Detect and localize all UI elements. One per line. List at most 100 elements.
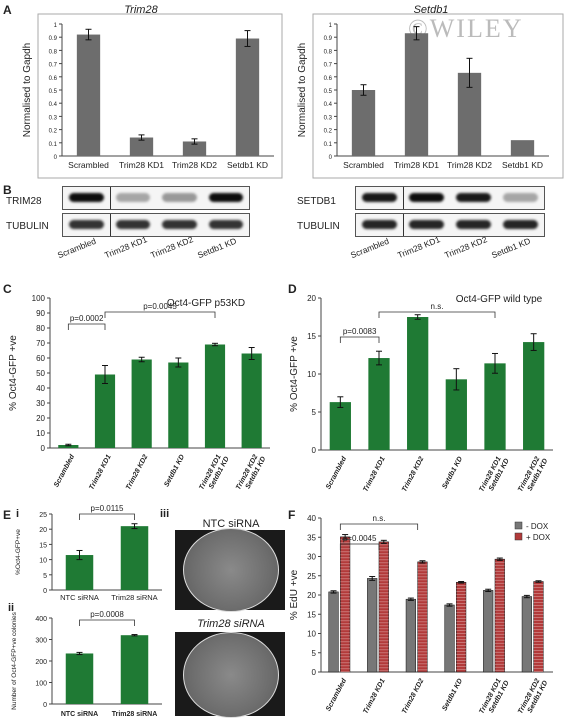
blot-band [409,220,444,229]
bar [235,38,260,156]
y-tick-label: 0 [43,588,47,595]
y-tick-label: 5 [312,649,317,658]
x-tick-label: Scrambled [343,160,384,170]
x-tick-label: Scrambled [53,453,76,489]
y-tick-label: 0.7 [324,63,333,69]
bar [378,541,389,673]
y-tick-label: 30 [36,399,45,408]
y-tick-label: 10 [39,558,47,565]
panel-label-a: A [3,3,12,17]
blot-lane-label: Scrambled [56,235,98,261]
y-tick-label: 5 [312,408,317,417]
y-tick-label: 0 [329,155,333,161]
chart-e-ii-colonies: 0 100 200 300 400 Number of Oct4-GFP+ve colon… [11,610,162,718]
blot-lane-separator [403,214,404,236]
blot-band [362,193,397,202]
bar [445,379,467,450]
bar [120,526,149,590]
panel-label-b: B [3,183,12,197]
chart-setdb1-expression: 0 0.1 0.2 0.3 0.4 0.5 0.6 0.7 0.8 0.9 1 Normalised … [297,4,564,179]
bar [120,635,149,704]
y-axis-label: Number of Oct4-GFP+ve colonies [11,611,18,709]
x-tick-label: Trim28 KD2 [401,456,425,494]
chart-oct4-gfp-p53kd: 0 10 20 30 40 50 60 70 80 90 100 % Oct4-GFP +ve Oct4… [8,294,270,491]
bar [241,353,262,448]
y-tick-label: 70 [36,339,45,348]
blot-row-label: SETDB1 [297,196,336,207]
y-tick-label: 300 [35,638,47,645]
y-tick-label: 0.4 [324,102,333,108]
significance-label: p=0.0115 [91,504,125,513]
y-tick-label: 0.7 [49,63,58,69]
x-tick-label: NTC siRNA [61,711,98,718]
y-tick-label: 20 [36,414,45,423]
y-tick-label: 90 [36,309,45,318]
bar [65,555,94,590]
y-axis-label: Normalised to Gapdh [22,43,33,138]
significance-label: p=0.0045 [343,534,377,543]
blot-lane-label: Trim28 KD1 [102,234,148,261]
y-tick-label: 0 [43,702,47,709]
plot-frame [37,13,283,179]
legend-label: - DOX [526,522,549,531]
y-tick-label: 0.2 [324,129,333,135]
y-tick-label: 1 [329,23,333,29]
chart-edu-proliferation: 0 5 10 15 20 25 30 35 40 % EdU +ve Scrambled Trim28… [289,514,553,715]
y-tick-label: 10 [36,429,45,438]
blot-band [69,220,104,229]
y-tick-label: 0.5 [324,89,333,95]
significance-bracket [79,619,135,626]
y-tick-label: 15 [307,332,316,341]
y-tick-label: 0.2 [49,129,58,135]
blot-band [208,220,243,229]
blot-row-label: TRIM28 [6,196,42,207]
y-tick-label: 0.9 [324,36,333,42]
y-tick-label: 25 [39,512,47,519]
bar [328,591,339,673]
bar [340,536,351,673]
bar [58,445,79,448]
blot-lane-label: Setdb1 KD [195,235,238,261]
x-tick-label: NTC siRNA [60,593,99,602]
significance-label: p=0.0045 [143,302,177,311]
y-tick-label: 10 [307,630,316,639]
y-tick-label: 30 [307,553,316,562]
bar [204,344,226,448]
panel-label-c: C [3,282,12,296]
y-tick-label: 60 [36,354,45,363]
x-tick-label: Scrambled [325,455,348,491]
blot-band [208,193,243,202]
blot-band [503,220,538,229]
y-tick-label: 40 [307,514,316,523]
y-tick-label: 5 [43,573,47,580]
bar [484,363,506,450]
chart-oct4-gfp-wild-type: 0 5 10 15 20 % Oct4-GFP +ve Oct4-GFP wild type… [289,294,553,494]
panel-label-e-iii: iii [160,508,170,520]
blot-band [456,220,491,229]
y-tick-label: 20 [307,294,316,303]
bar [407,317,429,450]
panel-label-d: D [288,282,297,296]
y-tick-label: 0.3 [49,115,58,121]
bar [483,590,494,673]
y-tick-label: 0 [41,444,46,453]
y-tick-label: 0.8 [324,49,333,55]
chart-title: Oct4-GFP p53KD [167,298,245,309]
x-tick-label: Trim28 siRNA [112,711,158,718]
y-tick-label: 0.6 [324,76,333,82]
bar [129,137,154,156]
x-tick-label: Scrambled [325,677,348,713]
y-tick-label: 0.1 [49,142,58,148]
y-tick-label: 1 [54,23,58,29]
panel-label-e: E [3,508,12,522]
chart-e-i-percentage: 0 5 10 15 20 25 %Oct4-GFP+ve NTC siRNA Trim28 si… [15,504,162,602]
blot-lane-separator [403,187,404,209]
significance-bracket [67,323,106,330]
y-tick-label: 0.3 [324,115,333,121]
y-tick-label: 25 [307,572,316,581]
dish-title-trim28: Trim28 siRNA [197,618,265,630]
x-tick-label: Trim28 KD1 [362,456,386,494]
panel-label-e-ii: ii [8,602,15,614]
significance-bracket [339,336,380,343]
significance-label: n.s. [431,302,444,311]
